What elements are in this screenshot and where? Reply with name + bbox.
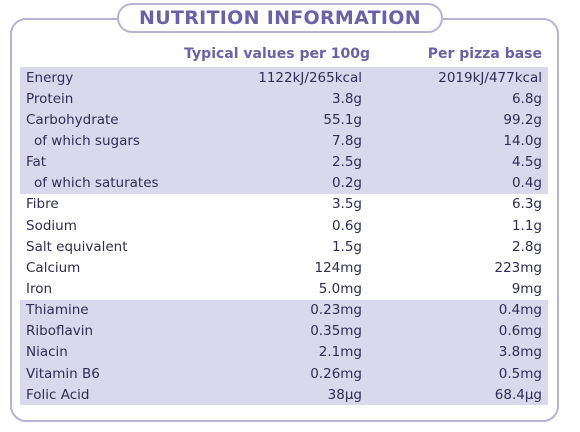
table-row: Niacin 2.1mg 3.8mg bbox=[20, 342, 548, 363]
nutrient-name: Fibre bbox=[26, 196, 59, 213]
nutrition-table: Energy 1122kJ/265kcal 2019kJ/477kcal Protei… bbox=[20, 67, 548, 406]
value-per-base: 3.8mg bbox=[498, 344, 542, 361]
table-row: Folic Acid 38µg 68.4µg bbox=[20, 384, 548, 405]
value-per-base: 6.3g bbox=[511, 196, 542, 213]
table-row: Calcium 124mg 223mg bbox=[20, 257, 548, 278]
table-row: Iron 5.0mg 9mg bbox=[20, 278, 548, 299]
value-per-base: 223mg bbox=[494, 259, 543, 276]
value-per-base: 0.6mg bbox=[498, 323, 542, 340]
value-per-base: 99.2g bbox=[503, 111, 542, 128]
table-row: Fibre 3.5g 6.3g bbox=[20, 194, 548, 215]
title-badge: NUTRITION INFORMATION bbox=[117, 3, 443, 33]
table-row: Protein 3.8g 6.8g bbox=[20, 88, 548, 109]
value-per-base: 68.4µg bbox=[494, 386, 542, 403]
nutrient-name: Iron bbox=[26, 280, 53, 297]
value-per-100g: 5.0mg bbox=[318, 280, 362, 297]
value-per-100g: 7.8g bbox=[331, 132, 362, 149]
nutrient-name: Sodium bbox=[26, 217, 77, 234]
nutrient-name: of which saturates bbox=[34, 175, 159, 192]
nutrient-name: Riboflavin bbox=[26, 323, 94, 340]
value-per-100g: 0.26mg bbox=[310, 365, 362, 382]
table-row: of which saturates 0.2g 0.4g bbox=[20, 173, 548, 194]
nutrient-name: Thiamine bbox=[26, 302, 89, 319]
value-per-100g: 38µg bbox=[327, 386, 362, 403]
nutrient-group: Thiamine 0.23mg 0.4mg Riboflavin 0.35mg 0.6mg… bbox=[20, 299, 548, 406]
table-row: of which sugars 7.8g 14.0g bbox=[20, 130, 548, 151]
value-per-base: 2.8g bbox=[511, 238, 542, 255]
value-per-100g: 0.23mg bbox=[310, 302, 362, 319]
value-per-base: 6.8g bbox=[511, 90, 542, 107]
value-per-100g: 55.1g bbox=[323, 111, 362, 128]
nutrient-group: Energy 1122kJ/265kcal 2019kJ/477kcal Protei… bbox=[20, 67, 548, 194]
value-per-100g: 124mg bbox=[314, 259, 363, 276]
value-per-100g: 0.2g bbox=[331, 175, 362, 192]
panel-title: NUTRITION INFORMATION bbox=[139, 7, 421, 29]
header-per-base: Per pizza base bbox=[427, 46, 542, 62]
value-per-100g: 2.1mg bbox=[318, 344, 362, 361]
header-per-100g: Typical values per 100g bbox=[184, 46, 370, 62]
nutrient-name: Folic Acid bbox=[26, 386, 90, 403]
table-row: Vitamin B6 0.26mg 0.5mg bbox=[20, 363, 548, 384]
nutrient-name: Carbohydrate bbox=[26, 111, 119, 128]
nutrient-name: Calcium bbox=[26, 259, 81, 276]
table-row: Carbohydrate 55.1g 99.2g bbox=[20, 109, 548, 130]
table-row: Fat 2.5g 4.5g bbox=[20, 152, 548, 173]
value-per-100g: 3.5g bbox=[331, 196, 362, 213]
value-per-base: 1.1g bbox=[511, 217, 542, 234]
nutrient-name: Salt equivalent bbox=[26, 238, 128, 255]
value-per-base: 2019kJ/477kcal bbox=[438, 69, 542, 86]
nutrient-name: Protein bbox=[26, 90, 74, 107]
value-per-base: 0.5mg bbox=[498, 365, 542, 382]
nutrient-name: of which sugars bbox=[34, 132, 140, 149]
value-per-100g: 0.35mg bbox=[310, 323, 362, 340]
value-per-base: 0.4mg bbox=[498, 302, 542, 319]
nutrient-name: Niacin bbox=[26, 344, 68, 361]
value-per-base: 0.4g bbox=[511, 175, 542, 192]
value-per-base: 4.5g bbox=[511, 154, 542, 171]
column-headers: Typical values per 100g Per pizza base bbox=[26, 46, 548, 66]
table-row: Thiamine 0.23mg 0.4mg bbox=[20, 300, 548, 321]
nutrient-group: Fibre 3.5g 6.3g Sodium 0.6g 1.1g Salt equivale… bbox=[20, 193, 548, 300]
value-per-100g: 1.5g bbox=[331, 238, 362, 255]
table-row: Sodium 0.6g 1.1g bbox=[20, 215, 548, 236]
nutrient-name: Vitamin B6 bbox=[26, 365, 100, 382]
value-per-100g: 0.6g bbox=[331, 217, 362, 234]
value-per-100g: 1122kJ/265kcal bbox=[258, 69, 362, 86]
value-per-100g: 2.5g bbox=[331, 154, 362, 171]
value-per-base: 14.0g bbox=[503, 132, 542, 149]
value-per-base: 9mg bbox=[511, 280, 542, 297]
table-row: Energy 1122kJ/265kcal 2019kJ/477kcal bbox=[20, 67, 548, 88]
table-row: Salt equivalent 1.5g 2.8g bbox=[20, 236, 548, 257]
value-per-100g: 3.8g bbox=[331, 90, 362, 107]
nutrient-name: Fat bbox=[26, 154, 47, 171]
table-row: Riboflavin 0.35mg 0.6mg bbox=[20, 321, 548, 342]
nutrient-name: Energy bbox=[26, 69, 74, 86]
